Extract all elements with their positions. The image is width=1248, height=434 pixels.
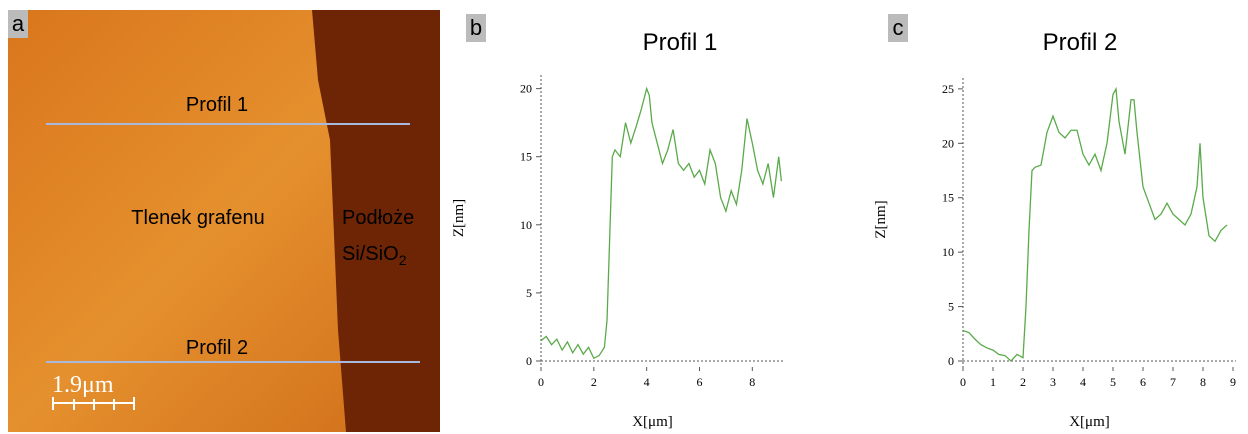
profile-label: Profil 1 bbox=[186, 94, 248, 116]
x-axis-label: X[μm] bbox=[632, 414, 673, 430]
y-tick-label: 25 bbox=[942, 82, 954, 96]
label-bg bbox=[8, 10, 28, 38]
x-tick-label: 6 bbox=[1140, 375, 1146, 389]
region-label: Si/SiO2 bbox=[342, 243, 407, 268]
x-tick-label: 8 bbox=[1200, 375, 1206, 389]
y-tick-label: 15 bbox=[520, 150, 532, 164]
y-axis-label: Z[nm] bbox=[451, 199, 467, 237]
data-line bbox=[962, 86, 1228, 362]
formula: Si/SiO bbox=[342, 243, 399, 265]
subscript: 2 bbox=[399, 252, 407, 268]
x-tick-label: 2 bbox=[591, 375, 597, 389]
y-tick-label: 20 bbox=[520, 82, 532, 96]
x-tick-label: 9 bbox=[1230, 375, 1236, 389]
x-tick-label: 1 bbox=[990, 375, 996, 389]
data-line bbox=[540, 86, 783, 360]
y-tick-label: 10 bbox=[942, 245, 954, 259]
x-tick-label: 2 bbox=[1020, 375, 1026, 389]
chart-title: Profil 1 bbox=[643, 29, 718, 56]
x-tick-label: 5 bbox=[1110, 375, 1116, 389]
substrate-region bbox=[312, 10, 440, 432]
region-label: Tlenek grafenu bbox=[131, 207, 264, 229]
profile-label: Profil 2 bbox=[186, 337, 248, 359]
chart-title: Profil 2 bbox=[1043, 29, 1118, 56]
x-tick-label: 3 bbox=[1050, 375, 1056, 389]
region-label: Podłoże bbox=[342, 207, 414, 229]
label-bg bbox=[466, 14, 486, 42]
y-tick-label: 10 bbox=[520, 218, 532, 232]
y-tick-label: 0 bbox=[526, 354, 532, 368]
panel-label: a bbox=[12, 11, 25, 36]
y-tick-label: 15 bbox=[942, 191, 954, 205]
scale-bar-label: 1.9μm bbox=[52, 372, 114, 398]
x-tick-label: 4 bbox=[1080, 375, 1086, 389]
y-tick-label: 0 bbox=[948, 354, 954, 368]
panel-label: c bbox=[893, 15, 904, 40]
panel-label: b bbox=[470, 15, 482, 40]
scale-bar bbox=[52, 397, 135, 410]
x-tick-label: 6 bbox=[696, 375, 702, 389]
label-bg bbox=[888, 14, 908, 42]
afm-image: a Profil 1 Profil 2 Tlenek grafenu Podło… bbox=[8, 10, 440, 432]
x-tick-label: 4 bbox=[644, 375, 650, 389]
y-tick-label: 5 bbox=[948, 300, 954, 314]
y-tick-label: 5 bbox=[526, 286, 532, 300]
y-tick-label: 20 bbox=[942, 136, 954, 150]
x-tick-label: 7 bbox=[1170, 375, 1176, 389]
y-axis-label: Z[nm] bbox=[873, 200, 889, 238]
x-axis-label: X[μm] bbox=[1069, 414, 1110, 430]
x-tick-label: 8 bbox=[749, 375, 755, 389]
x-tick-label: 0 bbox=[538, 375, 544, 389]
x-tick-label: 0 bbox=[960, 375, 966, 389]
